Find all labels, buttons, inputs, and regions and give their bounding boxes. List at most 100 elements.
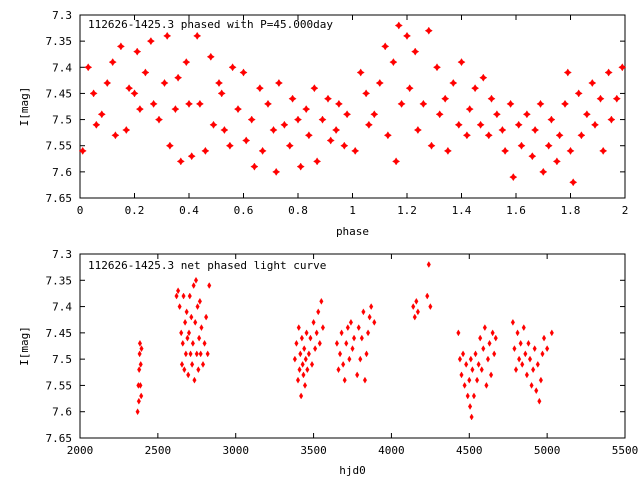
data-point — [517, 141, 526, 150]
data-point — [449, 79, 458, 87]
data-point — [295, 376, 301, 384]
y-tick-label: 7.45 — [46, 327, 73, 340]
data-point — [456, 329, 461, 337]
data-point — [195, 99, 204, 108]
data-point — [298, 350, 303, 358]
data-point — [348, 318, 353, 326]
data-point — [469, 413, 474, 421]
data-point — [138, 361, 143, 368]
data-point — [185, 334, 190, 342]
data-point — [476, 361, 481, 368]
data-point — [457, 355, 462, 363]
data-point — [513, 366, 519, 374]
data-point — [352, 334, 357, 342]
data-point — [189, 313, 194, 321]
data-point — [462, 382, 467, 389]
data-point — [521, 324, 526, 331]
data-point — [302, 105, 311, 114]
data-point — [612, 94, 621, 103]
data-point — [531, 366, 536, 374]
data-point — [484, 131, 493, 140]
data-point — [190, 339, 195, 347]
data-point — [345, 324, 350, 331]
data-point — [383, 131, 392, 140]
y-tick-label: 7.65 — [46, 192, 73, 205]
data-point — [514, 120, 523, 129]
data-point — [526, 339, 531, 347]
data-point — [176, 157, 185, 166]
data-point — [137, 350, 142, 358]
data-point — [392, 157, 401, 166]
data-point — [426, 261, 431, 268]
data-point — [317, 339, 322, 347]
data-point — [181, 292, 186, 300]
data-point — [138, 382, 143, 389]
data-point — [141, 68, 150, 77]
data-point — [467, 376, 472, 384]
phased-light-curve-panel: 0 0.2 0.4 0.6 0.8 1 1.2 1.4 1.6 1.8 2 7.3 7.35 7.4 7.4… — [18, 9, 628, 238]
data-point — [359, 334, 364, 342]
data-point — [405, 84, 414, 93]
y-axis-label: I[mag] — [18, 87, 31, 127]
data-point — [471, 392, 476, 400]
data-point — [186, 371, 191, 379]
data-point — [191, 282, 196, 289]
data-point — [523, 350, 528, 358]
data-point — [130, 89, 139, 98]
data-point — [200, 361, 206, 368]
data-point — [116, 42, 125, 51]
data-point — [412, 313, 417, 321]
y-tick-label: 7.45 — [46, 87, 73, 100]
data-point — [443, 146, 452, 155]
data-point — [531, 126, 540, 134]
data-point — [529, 382, 534, 389]
y-tick-label: 7.3 — [52, 248, 72, 261]
data-point — [299, 392, 304, 400]
data-point — [552, 157, 561, 166]
data-point — [596, 94, 605, 103]
data-point — [316, 308, 321, 316]
data-point — [555, 131, 564, 140]
data-point — [599, 146, 608, 155]
data-point — [311, 318, 316, 326]
data-point — [139, 392, 144, 400]
data-point — [481, 345, 486, 353]
data-point — [419, 99, 428, 108]
data-point — [540, 350, 545, 358]
data-point — [183, 350, 188, 358]
data-point — [356, 324, 361, 331]
data-point — [339, 329, 344, 337]
data-point — [541, 334, 547, 342]
data-point — [468, 403, 473, 410]
x-tick-label: 4500 — [456, 444, 483, 457]
data-point — [506, 99, 515, 108]
net-light-curve-panel: 2000 2500 3000 3500 4000 4500 5000 5500 7.3 7.35 7… — [18, 248, 638, 477]
data-point — [190, 361, 195, 368]
data-point — [305, 366, 310, 374]
data-point — [591, 120, 599, 129]
data-point — [465, 105, 474, 114]
data-point — [309, 361, 315, 368]
data-point — [520, 361, 525, 368]
data-point — [465, 392, 470, 400]
data-point — [176, 287, 181, 295]
data-point — [299, 334, 304, 342]
x-tick-label: 0.8 — [288, 204, 308, 217]
panel-title: 112626-1425.3 phased with P=45.000day — [88, 18, 333, 31]
data-point — [280, 120, 289, 129]
data-point — [510, 318, 515, 326]
data-point — [532, 345, 537, 353]
x-axis-label: phase — [336, 225, 369, 238]
x-tick-label: 0.2 — [125, 204, 145, 217]
data-point — [549, 329, 554, 337]
data-point — [509, 173, 518, 182]
data-point — [155, 115, 163, 124]
data-point — [372, 318, 377, 326]
data-point — [234, 105, 242, 114]
data-point — [239, 68, 248, 77]
data-point — [180, 339, 185, 347]
data-point — [177, 303, 182, 310]
data-point — [414, 297, 419, 305]
data-point — [204, 313, 209, 321]
data-point — [97, 110, 106, 119]
